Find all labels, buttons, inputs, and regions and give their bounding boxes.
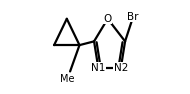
Text: O: O [104, 14, 112, 24]
Text: Br: Br [127, 12, 139, 22]
Text: N2: N2 [114, 63, 128, 73]
Text: Me: Me [60, 74, 75, 84]
Text: N1: N1 [91, 63, 105, 73]
